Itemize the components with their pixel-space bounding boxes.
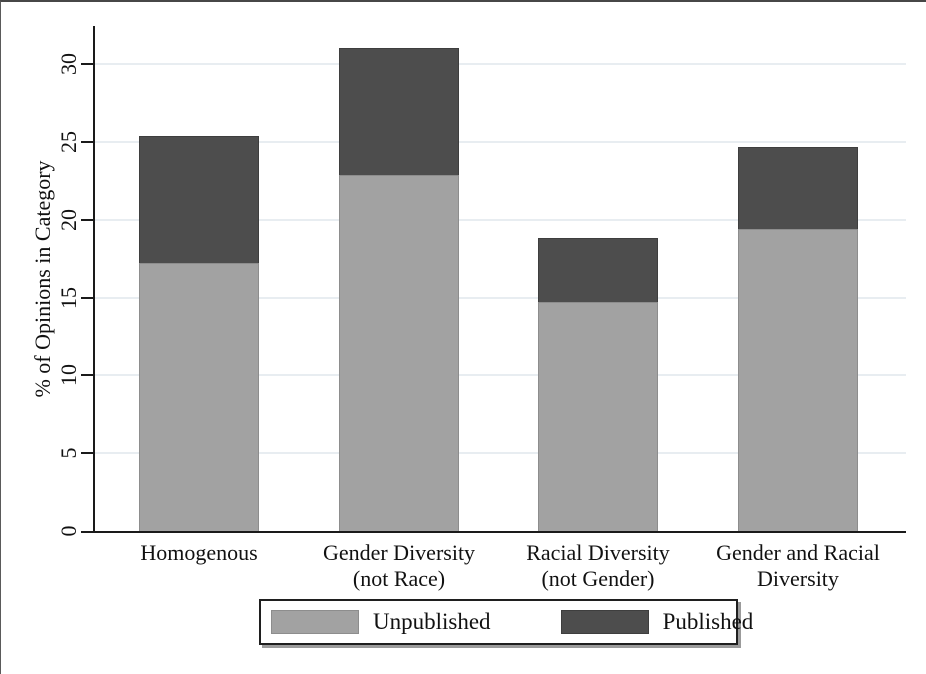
x-axis-line bbox=[81, 531, 906, 533]
y-tick-30 bbox=[81, 63, 93, 65]
x-category-label-1: Homogenous bbox=[84, 540, 314, 566]
y-tick-20 bbox=[81, 218, 93, 221]
y-tick-label-25: 25 bbox=[56, 130, 81, 153]
gridline-y-30 bbox=[93, 63, 906, 65]
legend-item-published: Published bbox=[560, 609, 754, 635]
bar-segment-published-4 bbox=[738, 146, 858, 229]
bar-segment-unpublished-1 bbox=[139, 263, 259, 531]
legend-label-unpublished: Unpublished bbox=[373, 609, 491, 634]
y-axis-line bbox=[93, 26, 95, 531]
x-category-label-line: Gender Diversity bbox=[322, 540, 476, 565]
y-tick-label-30: 30 bbox=[56, 53, 81, 75]
y-tick-label-15: 15 bbox=[56, 286, 81, 309]
x-category-label-3: Racial Diversity (not Gender) bbox=[483, 540, 713, 592]
legend-swatch-published bbox=[560, 610, 649, 634]
x-category-label-2: Gender Diversity (not Race) bbox=[284, 540, 514, 592]
y-axis-title: % of Opinions in Category bbox=[30, 159, 55, 398]
bar-segment-published-3 bbox=[538, 238, 658, 303]
x-category-label-line: Racial Diversity bbox=[526, 540, 670, 565]
x-category-label-line: Gender and Racial bbox=[716, 540, 880, 565]
legend-swatch-unpublished bbox=[271, 610, 359, 634]
y-tick-label-10: 10 bbox=[56, 364, 81, 387]
legend: Unpublished Published bbox=[259, 599, 753, 645]
bar-segment-published-2 bbox=[339, 48, 459, 175]
x-category-label-4: Gender and Racial Diversity bbox=[683, 540, 913, 592]
y-tick-25 bbox=[81, 140, 93, 143]
y-tick-label-0: 0 bbox=[56, 525, 81, 537]
bar-segment-published-1 bbox=[139, 135, 259, 264]
y-tick-label-5: 5 bbox=[56, 447, 81, 459]
x-category-label-line: (not Race) bbox=[352, 566, 446, 591]
y-tick-label-20: 20 bbox=[56, 208, 81, 231]
x-category-label-line: Homogenous bbox=[140, 540, 258, 565]
x-category-label-line: Diversity bbox=[757, 566, 839, 591]
y-tick-15 bbox=[81, 296, 93, 299]
bar-segment-unpublished-3 bbox=[538, 302, 658, 531]
y-tick-5 bbox=[81, 452, 93, 455]
legend-item-unpublished: Unpublished bbox=[271, 609, 491, 635]
bar-segment-unpublished-4 bbox=[738, 229, 858, 531]
y-tick-10 bbox=[81, 374, 93, 377]
legend-label-published: Published bbox=[662, 609, 754, 634]
bar-segment-unpublished-2 bbox=[339, 174, 459, 531]
x-category-label-line: (not Gender) bbox=[541, 566, 655, 591]
